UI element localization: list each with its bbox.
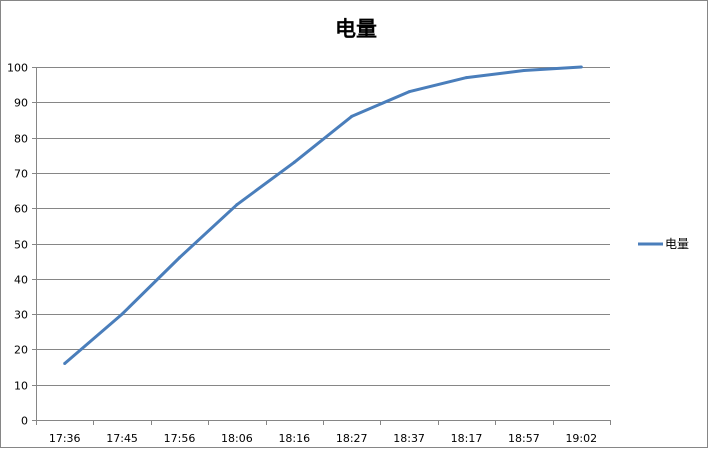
x-tick-label: 18:57: [508, 432, 540, 445]
data-point: [63, 362, 67, 366]
y-tick-label: 10: [14, 380, 28, 393]
data-point: [178, 256, 181, 260]
y-tick-label: 100: [7, 62, 28, 75]
data-point: [465, 76, 468, 80]
y-tick-label: 90: [14, 97, 28, 110]
y-tick-label: 0: [21, 415, 28, 428]
y-tick-label: 40: [14, 274, 28, 287]
y-tick-label: 30: [14, 309, 28, 322]
data-point: [120, 312, 124, 316]
x-tick-label: 18:27: [336, 432, 368, 445]
y-tick-label: 80: [14, 133, 28, 146]
legend-label: 电量: [665, 237, 689, 251]
data-point: [350, 114, 354, 118]
data-point: [522, 69, 526, 73]
gridlines: [36, 67, 610, 386]
series-line: [63, 65, 582, 365]
data-point: [579, 65, 583, 69]
data-point: [292, 160, 296, 164]
data-point: [407, 90, 411, 94]
x-tick-label: 18:16: [278, 432, 310, 445]
x-tick-label: 17:56: [164, 432, 196, 445]
series-layer: [63, 65, 583, 366]
x-tick-label: 18:06: [221, 432, 253, 445]
y-tick-label: 70: [14, 168, 28, 181]
y-axis: 0 10 20 30 40 50 60 70 80 90 100: [7, 62, 37, 428]
chart-title: 电量: [335, 17, 377, 41]
x-tick-label: 18:17: [451, 432, 483, 445]
x-tick-label: 17:36: [49, 432, 81, 445]
legend: 电量: [638, 237, 689, 251]
x-tick-label: 18:37: [393, 432, 425, 445]
x-tick-label: 19:02: [565, 432, 597, 445]
x-axis: 17:36 17:45 17:56 18:06 18:16 18:27 18:37 18:17…: [36, 420, 611, 445]
y-tick-label: 60: [14, 203, 28, 216]
x-tick-label: 17:45: [106, 432, 138, 445]
data-point: [235, 203, 239, 207]
y-tick-label: 50: [14, 239, 28, 252]
y-tick-label: 20: [14, 344, 28, 357]
